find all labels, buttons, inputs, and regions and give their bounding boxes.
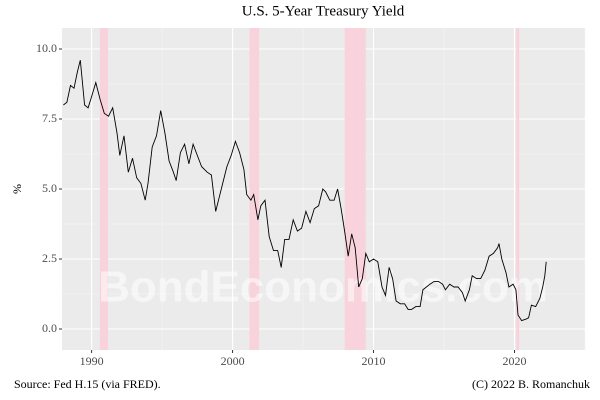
caption-right: (C) 2022 B. Romanchuk (472, 377, 590, 391)
y-tick-label: 10.0 (36, 41, 57, 55)
recession-band (99, 28, 109, 350)
y-tick-label: 5.0 (42, 181, 57, 195)
x-tick-label: 1990 (80, 354, 104, 368)
y-axis-label: % (10, 184, 24, 194)
recession-band (516, 28, 520, 350)
recession-band (249, 28, 260, 350)
chart-title: U.S. 5-Year Treasury Yield (242, 3, 405, 19)
recession-band (344, 28, 366, 350)
x-tick-label: 2010 (362, 354, 386, 368)
x-tick-label: 2000 (221, 354, 245, 368)
y-tick-label: 0.0 (42, 321, 57, 335)
caption-left: Source: Fed H.15 (via FRED). (14, 377, 161, 391)
y-tick-label: 2.5 (42, 251, 57, 265)
x-tick-label: 2020 (503, 354, 527, 368)
watermark: BondEconomics.com (98, 263, 548, 312)
y-tick-label: 7.5 (42, 111, 57, 125)
yield-line (63, 60, 547, 322)
